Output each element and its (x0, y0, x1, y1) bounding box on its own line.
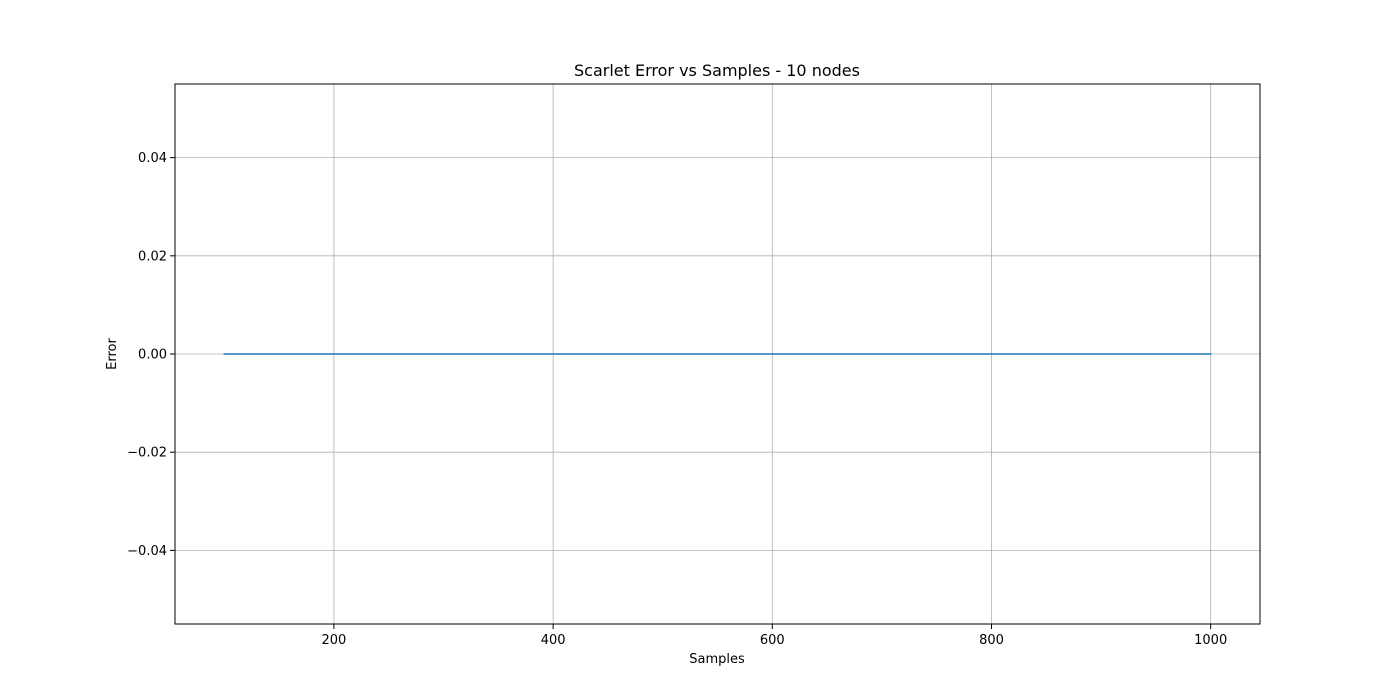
x-tick-label: 400 (541, 633, 566, 648)
axis-ticks: 200 400 600 800 1000 −0.04 −0.02 0.00 0.02 0.04 (127, 151, 1227, 648)
x-tick-label: 1000 (1194, 633, 1227, 648)
y-axis-label: Error (105, 338, 120, 370)
y-tick-label: −0.02 (127, 446, 167, 461)
y-tick-label: 0.04 (138, 151, 167, 166)
y-tick-label: 0.02 (138, 249, 167, 264)
x-tick-label: 600 (760, 633, 785, 648)
chart-title: Scarlet Error vs Samples - 10 nodes (574, 61, 860, 80)
x-tick-label: 200 (322, 633, 347, 648)
y-tick-label: 0.00 (138, 348, 167, 363)
x-tick-label: 800 (979, 633, 1004, 648)
x-axis-label: Samples (689, 652, 745, 667)
y-tick-label: −0.04 (127, 544, 167, 559)
